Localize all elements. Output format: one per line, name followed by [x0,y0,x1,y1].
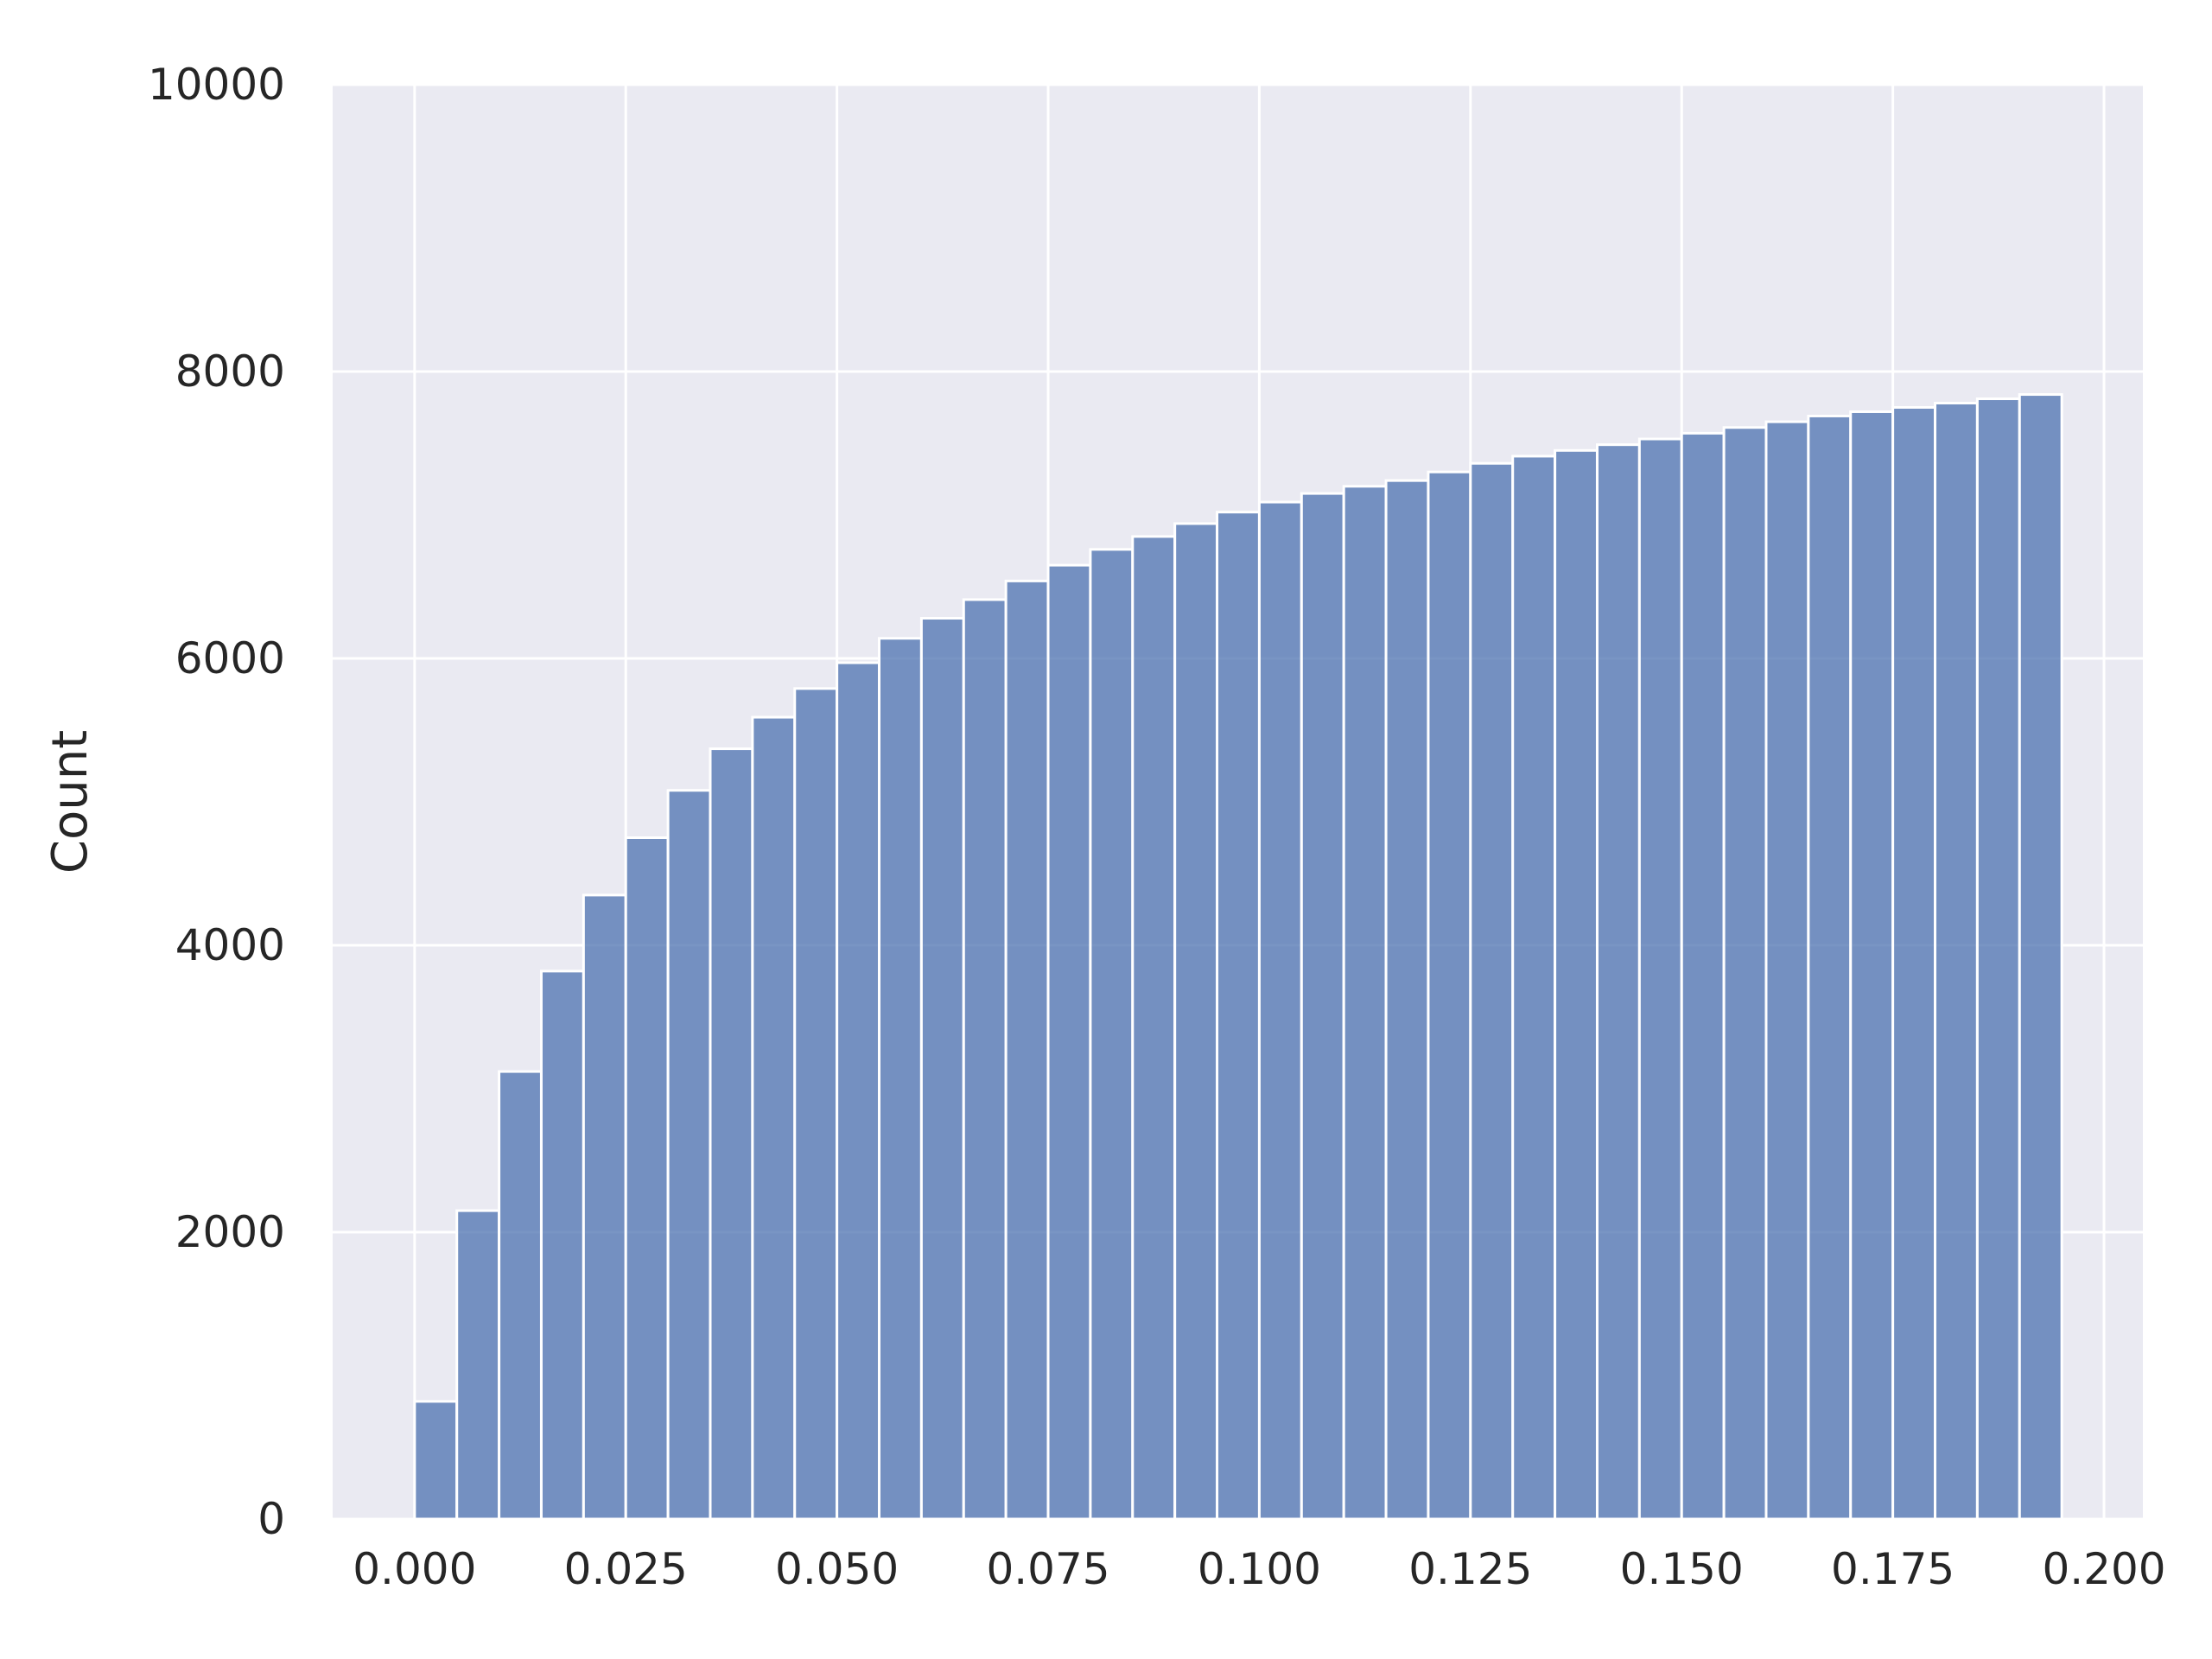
histogram-bar [1046,563,1092,1521]
histogram-bar [1427,470,1472,1521]
histogram-bar [1384,479,1430,1521]
y-tick-label: 10000 [148,60,285,110]
histogram-bar [582,893,627,1521]
x-tick-label: 0.200 [2042,1544,2165,1594]
histogram-bar [1216,511,1261,1521]
y-tick-label: 4000 [175,920,285,970]
histogram-bar [1595,443,1641,1521]
y-tick-label: 0 [257,1494,285,1544]
x-axis-ticks: 0.000 0.025 0.050 0.075 0.100 0.125 0.150 0.175… [353,1544,2165,1594]
x-tick-label: 0.000 [353,1544,476,1594]
y-tick-label: 6000 [175,633,285,683]
histogram-bar [1257,500,1303,1521]
histogram-bar [413,1400,459,1521]
histogram-bar [1680,431,1726,1521]
x-tick-label: 0.025 [564,1544,688,1594]
histogram-bar [1089,548,1135,1521]
histogram-bar [1891,406,1937,1521]
histogram-bar [666,789,712,1521]
y-axis-label: Count [42,730,99,874]
histogram-bar [709,747,754,1521]
x-tick-label: 0.175 [1831,1544,1955,1594]
x-tick-label: 0.100 [1198,1544,1321,1594]
histogram-bar [1173,522,1219,1521]
histogram-bar [751,715,797,1521]
histogram-bar [793,687,839,1521]
histogram-bar [498,1070,543,1521]
x-tick-label: 0.075 [986,1544,1109,1594]
histogram-bar [2018,393,2063,1521]
histogram-bar [1300,492,1345,1521]
histogram-bar [1004,579,1050,1521]
histogram-bar [1807,414,1853,1521]
histogram-bar [1511,454,1557,1521]
histogram-bar [1934,402,1979,1521]
histogram-bar [1849,410,1895,1521]
histogram-bar [1342,485,1388,1521]
x-tick-label: 0.125 [1408,1544,1532,1594]
histogram-bar [962,598,1007,1521]
histogram-bar [1637,437,1683,1521]
histogram-bars [413,393,2063,1521]
histogram-bar [919,617,965,1521]
x-tick-label: 0.150 [1620,1544,1744,1594]
histogram-bar [836,661,881,1521]
histogram-bar [878,637,923,1521]
histogram-bar [1131,535,1177,1521]
histogram-bar [455,1209,501,1521]
histogram-bar [1722,426,1768,1521]
y-tick-label: 8000 [175,346,285,397]
y-tick-label: 2000 [175,1207,285,1257]
histogram-bar [1764,420,1810,1521]
histogram-bar [1975,397,2021,1521]
histogram-bar [1469,461,1515,1521]
histogram-bar [1554,448,1599,1521]
x-tick-label: 0.050 [775,1544,899,1594]
histogram-bar [624,836,670,1521]
histogram-bar [539,969,585,1521]
y-axis-ticks: 0 2000 4000 6000 8000 10000 [148,60,285,1544]
